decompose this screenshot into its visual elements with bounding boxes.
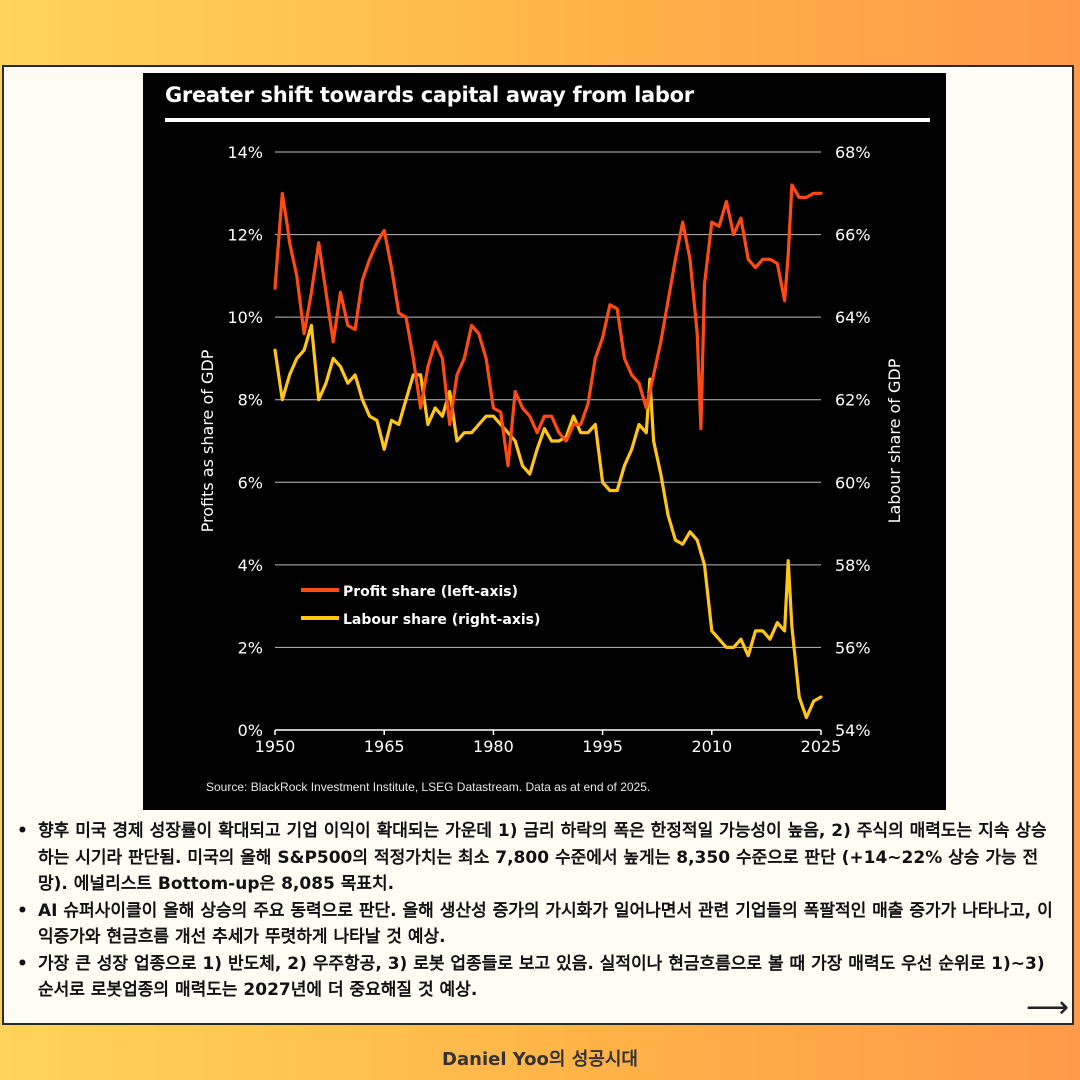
y-right-tick-label: 54% [835, 721, 871, 740]
x-tick-label: 1995 [582, 737, 623, 756]
y-right-tick-label: 62% [835, 391, 871, 410]
y-right-axis-label: Labour share of GDP [885, 358, 904, 523]
y-left-tick-label: 0% [238, 721, 263, 740]
y-left-tick-label: 14% [227, 143, 263, 162]
footer-brand: Daniel Yoo의 성공시대 [442, 1049, 638, 1070]
y-left-tick-label: 10% [227, 308, 263, 327]
bullet-list: • 향후 미국 경제 성장률이 확대되고 기업 이익이 확대되는 가운데 1) 금… [14, 818, 1059, 1004]
y-left-tick-label: 6% [238, 473, 263, 492]
bullet-item: • 향후 미국 경제 성장률이 확대되고 기업 이익이 확대되는 가운데 1) 금… [14, 818, 1059, 898]
x-tick-label: 1950 [255, 737, 296, 756]
bullet-marker: • [17, 821, 28, 841]
x-tick-label: 1965 [364, 737, 405, 756]
y-left-tick-label: 4% [238, 556, 263, 575]
bullet-marker: • [17, 900, 28, 921]
legend-label: Profit share (left-axis) [343, 584, 518, 600]
bullet-text: 가장 큰 성장 업종으로 1) 반도체, 2) 우주항공, 3) 로봇 업종들로… [38, 953, 1045, 1001]
y-right-tick-label: 56% [835, 638, 871, 657]
y-left-tick-label: 2% [238, 638, 263, 657]
legend-label: Labour share (right-axis) [343, 612, 540, 628]
right-arrow-icon[interactable]: ⟶ [1026, 990, 1070, 1025]
chart-title: Greater shift towards capital away from … [165, 83, 694, 107]
bullet-text: AI 슈퍼사이클이 올해 상승의 주요 동력으로 판단. 올해 생산성 증가의 … [38, 900, 1053, 948]
x-tick-label: 1980 [473, 737, 514, 756]
y-left-tick-label: 12% [227, 226, 263, 245]
y-left-axis-label: Profits as share of GDP [198, 349, 217, 532]
y-left-tick-label: 8% [238, 391, 263, 410]
y-right-tick-label: 64% [835, 308, 871, 327]
series-line [273, 323, 823, 720]
x-tick-label: 2025 [801, 737, 842, 756]
title-divider [165, 118, 930, 122]
y-right-tick-label: 60% [835, 473, 871, 492]
bullet-item: • AI 슈퍼사이클이 올해 상승의 주요 동력으로 판단. 올해 생산성 증가의… [14, 898, 1059, 951]
bullet-item: • 가장 큰 성장 업종으로 1) 반도체, 2) 우주항공, 3) 로봇 업종들… [14, 951, 1059, 1004]
chart-panel: Greater shift towards capital away from … [143, 73, 946, 810]
y-right-tick-label: 66% [835, 226, 871, 245]
bullet-text: 향후 미국 경제 성장률이 확대되고 기업 이익이 확대되는 가운데 1) 금리… [38, 821, 1047, 894]
series-line [273, 183, 823, 468]
y-right-tick-label: 58% [835, 556, 871, 575]
bullet-marker: • [17, 953, 28, 974]
chart-source: Source: BlackRock Investment Institute, … [206, 780, 651, 794]
line-chart: 0% 54% 2% 56% 4% 58% 6% 60% 8% 62% 10% 64% 12% 66% 14%… [198, 143, 904, 756]
y-right-tick-label: 68% [835, 143, 871, 162]
x-tick-label: 2010 [691, 737, 732, 756]
